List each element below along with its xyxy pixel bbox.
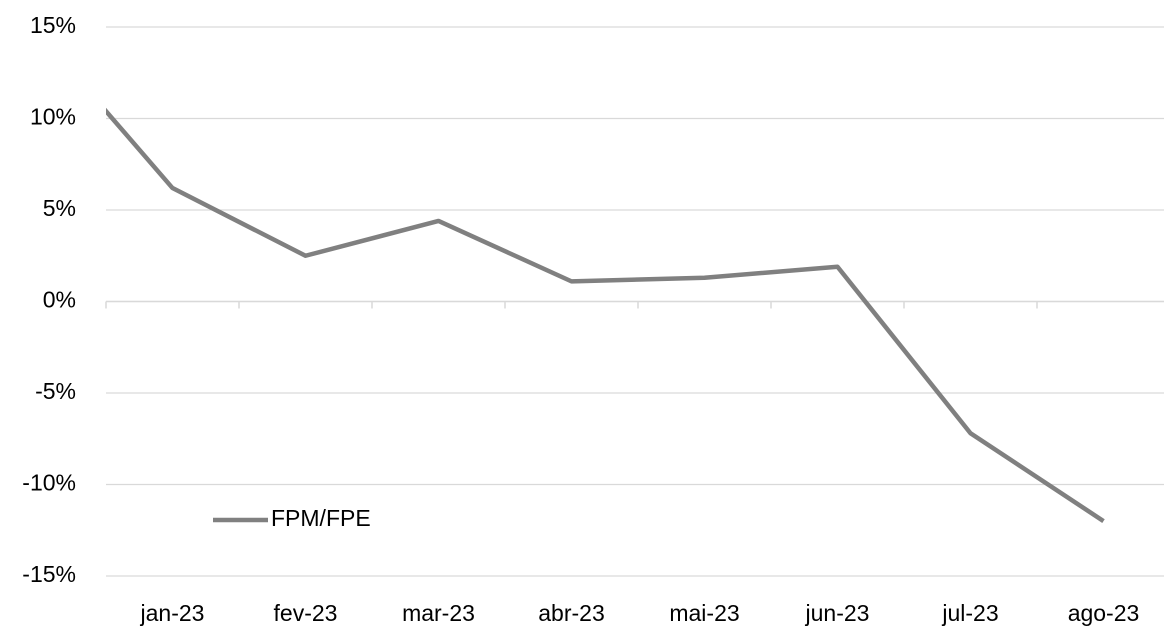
y-tick-label: -10% [22, 470, 76, 496]
x-tick-label: jun-23 [805, 600, 870, 626]
y-tick-label: 15% [30, 12, 76, 38]
x-tick-label: mar-23 [402, 600, 475, 626]
y-tick-label: 10% [30, 104, 76, 130]
x-tick-label: jan-23 [140, 600, 205, 626]
y-tick-label: 0% [43, 287, 76, 313]
series-line [106, 107, 1105, 523]
x-tick-label: abr-23 [538, 600, 604, 626]
plot-area [106, 107, 1105, 523]
x-tick-label: mai-23 [669, 600, 739, 626]
x-tick-label: fev-23 [274, 600, 338, 626]
x-tick-label: ago-23 [1068, 600, 1140, 626]
y-tick-label: 5% [43, 195, 76, 221]
y-tick-label: -15% [22, 561, 76, 587]
x-tick-label: jul-23 [941, 600, 998, 626]
y-tick-label: -5% [35, 378, 76, 404]
legend-label: FPM/FPE [271, 505, 371, 531]
